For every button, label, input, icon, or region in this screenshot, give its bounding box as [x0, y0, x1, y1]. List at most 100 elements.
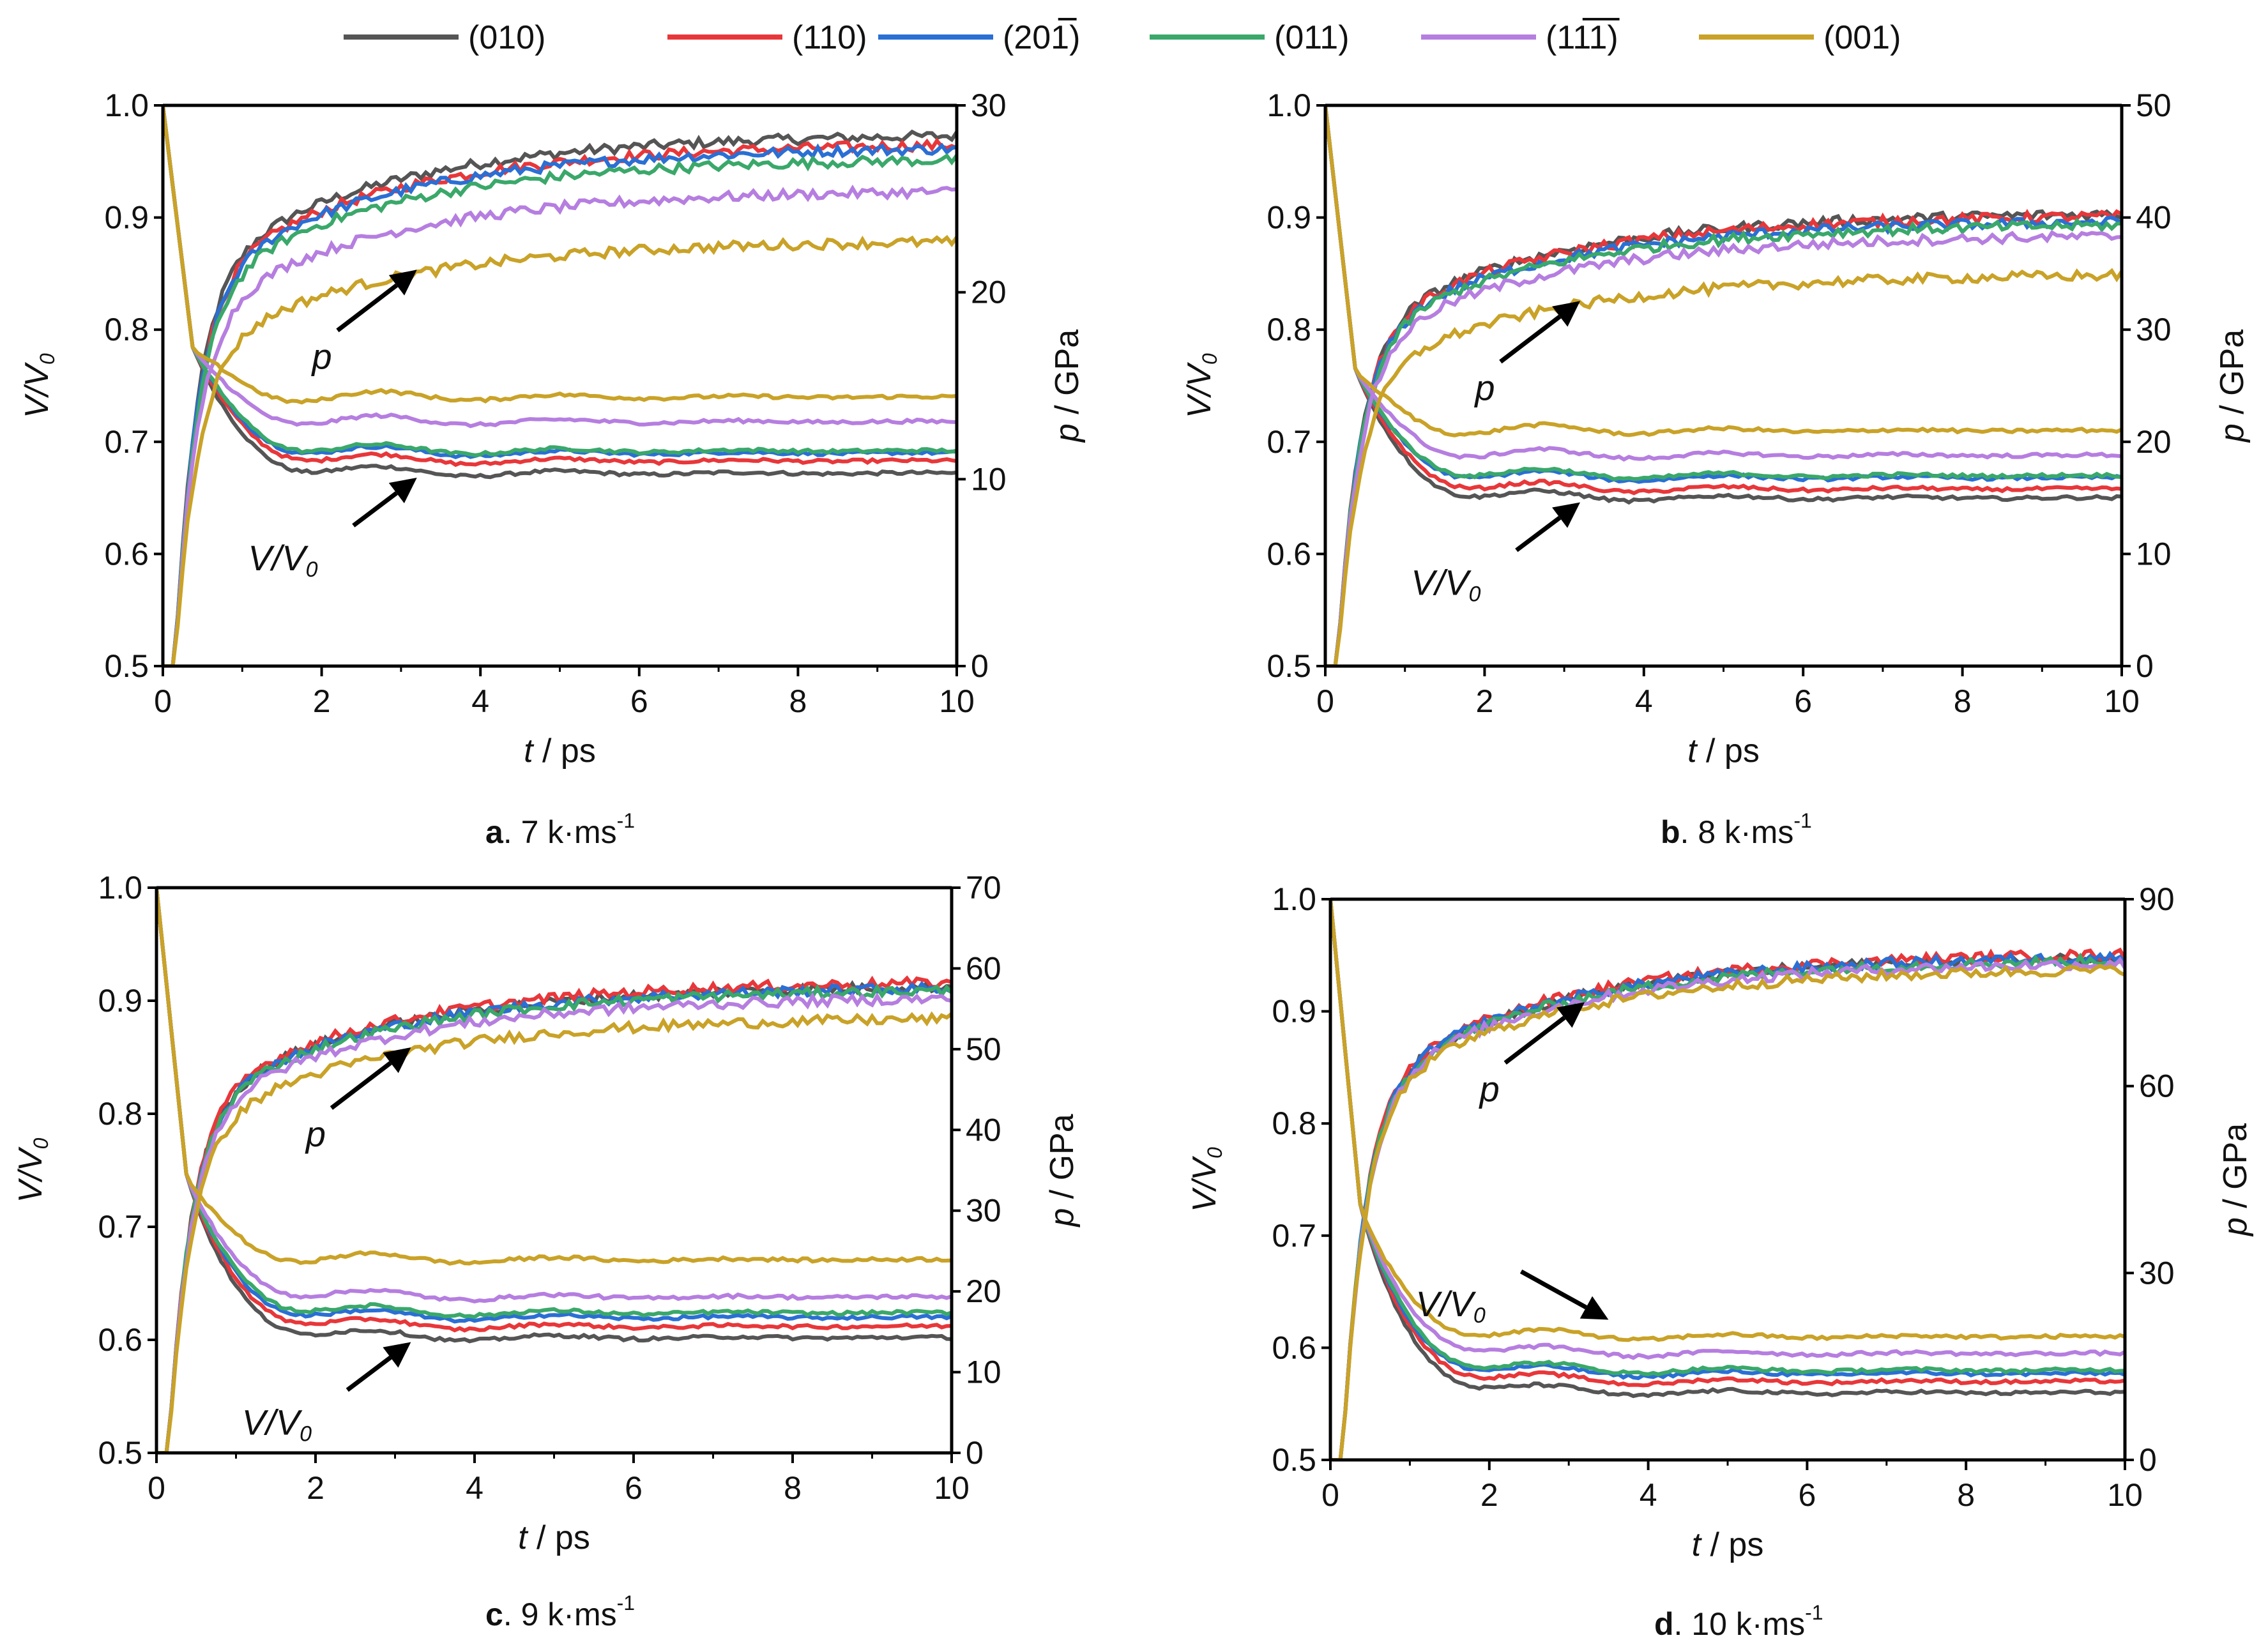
y-tick-label-left: 1.0 — [1272, 881, 1316, 917]
y-tick-label-right: 20 — [2136, 424, 2172, 460]
series-line-volume — [1330, 899, 2125, 1381]
legend-item: (010) — [344, 19, 545, 56]
y-tick-label-right: 50 — [966, 1031, 1001, 1067]
panel-caption: b. 8 k·ms-1 — [1661, 809, 1812, 850]
y-tick-label-left: 0.5 — [1267, 648, 1311, 684]
series-line-pressure — [156, 983, 952, 1453]
y-axis-label-right: p / GPa — [1049, 330, 1086, 443]
y-tick-label-right: 60 — [2139, 1068, 2175, 1104]
series-line-volume — [1325, 105, 2122, 462]
series-group — [1330, 899, 2125, 1460]
y-tick-label-left: 1.0 — [104, 87, 149, 123]
x-tick-label: 4 — [466, 1470, 483, 1506]
series-line-volume — [163, 105, 957, 480]
series-line-pressure — [1325, 208, 2122, 666]
y-tick-label-right: 20 — [971, 275, 1007, 310]
series-line-volume — [1330, 899, 2125, 1376]
x-tick-label: 6 — [630, 683, 648, 719]
x-tick-label: 6 — [625, 1470, 643, 1506]
legend-item: (001) — [1699, 19, 1901, 56]
y-tick-label-right: 50 — [2136, 87, 2172, 123]
y-tick-label-left: 0.8 — [1272, 1105, 1316, 1141]
series-line-pressure — [1330, 956, 2125, 1460]
y-tick-label-right: 30 — [2136, 312, 2172, 347]
y-tick-label-left: 0.8 — [98, 1096, 142, 1132]
y-tick-label-right: 10 — [971, 461, 1007, 497]
y-tick-label-left: 1.0 — [98, 870, 142, 906]
y-axis-label-left: V/V0 — [1186, 1147, 1226, 1212]
y-tick-label-left: 0.6 — [104, 536, 149, 572]
y-tick-label-left: 0.5 — [104, 648, 149, 684]
y-axis-label-right: p / GPa — [1044, 1114, 1081, 1227]
series-line-pressure — [1330, 952, 2125, 1460]
x-tick-label: 4 — [1640, 1477, 1657, 1513]
annotation-arrowhead — [388, 477, 417, 504]
annotation-p: p — [310, 336, 331, 376]
y-tick-label-left: 0.9 — [1267, 200, 1311, 236]
y-tick-label-right: 10 — [2136, 536, 2172, 572]
annotation-arrow — [330, 1061, 392, 1110]
series-line-pressure — [156, 975, 952, 1453]
y-tick-label-left: 0.7 — [1267, 424, 1311, 460]
series-line-pressure — [1325, 230, 2122, 666]
annotation-arrow — [1503, 1015, 1566, 1065]
y-tick-label-left: 1.0 — [1267, 87, 1311, 123]
chart-panel: 0 2 4 6 8 10 0.5 0.6 0.7 0.8 0.9 1.0 0 30 60 90 t / ps V/… — [1186, 881, 2254, 1640]
series-line-pressure — [156, 980, 952, 1453]
series-line-volume — [156, 887, 952, 1303]
y-tick-label-left: 0.9 — [104, 200, 149, 236]
y-axis-label-left: V/V0 — [12, 1137, 52, 1203]
x-tick-label: 10 — [934, 1470, 970, 1506]
annotation-arrow — [1515, 515, 1562, 552]
x-tick-label: 4 — [1635, 683, 1653, 719]
legend-item: (111) — [1421, 18, 1620, 56]
legend-label: (001) — [1823, 19, 1901, 56]
series-line-volume — [1330, 899, 2125, 1399]
legend-item: (011) — [1150, 19, 1350, 56]
series-line-volume — [1325, 105, 2122, 496]
series-line-volume — [163, 105, 957, 457]
y-tick-label-right: 90 — [2139, 881, 2175, 917]
series-line-pressure — [156, 1011, 952, 1453]
series-line-volume — [156, 887, 952, 1344]
x-tick-label: 2 — [307, 1470, 324, 1506]
x-tick-label: 10 — [2107, 1477, 2143, 1513]
annotation-arrow — [336, 283, 399, 333]
annotation-arrow — [1499, 314, 1562, 364]
y-tick-label-left: 0.5 — [98, 1435, 142, 1471]
x-tick-label: 0 — [154, 683, 172, 719]
y-tick-label-right: 0 — [2139, 1442, 2157, 1478]
legend: (010) (110) (201) (011) (111) (001) — [344, 18, 1901, 56]
y-tick-label-right: 0 — [966, 1435, 984, 1471]
x-tick-label: 8 — [789, 683, 807, 719]
legend-label: (010) — [468, 19, 545, 56]
y-tick-label-left: 0.7 — [104, 424, 149, 460]
legend-label: (201) — [1003, 19, 1080, 56]
series-line-volume — [1325, 105, 2122, 482]
annotation-v: V/V0 — [1411, 563, 1480, 607]
x-tick-label: 8 — [1957, 1477, 1975, 1513]
series-line-pressure — [1330, 947, 2125, 1460]
annotation-arrowhead — [1552, 502, 1581, 528]
x-tick-label: 6 — [1794, 683, 1812, 719]
y-axis-label-right: p / GPa — [2214, 330, 2251, 443]
series-group — [156, 887, 952, 1453]
x-tick-label: 10 — [2104, 683, 2140, 719]
series-line-volume — [1330, 899, 2125, 1388]
series-line-pressure — [1330, 950, 2125, 1460]
legend-label: (111) — [1546, 19, 1618, 56]
series-line-pressure — [156, 980, 952, 1453]
annotation-v: V/V0 — [1416, 1284, 1486, 1328]
panel-caption: d. 10 k·ms-1 — [1654, 1601, 1823, 1640]
annotation-v: V/V0 — [248, 538, 317, 582]
series-group — [163, 105, 957, 666]
series-line-volume — [163, 105, 957, 429]
series-line-pressure — [163, 137, 957, 666]
y-tick-label-right: 10 — [966, 1355, 1001, 1390]
y-tick-label-left: 0.7 — [98, 1209, 142, 1245]
series-line-volume — [156, 887, 952, 1324]
y-tick-label-left: 0.9 — [98, 983, 142, 1019]
